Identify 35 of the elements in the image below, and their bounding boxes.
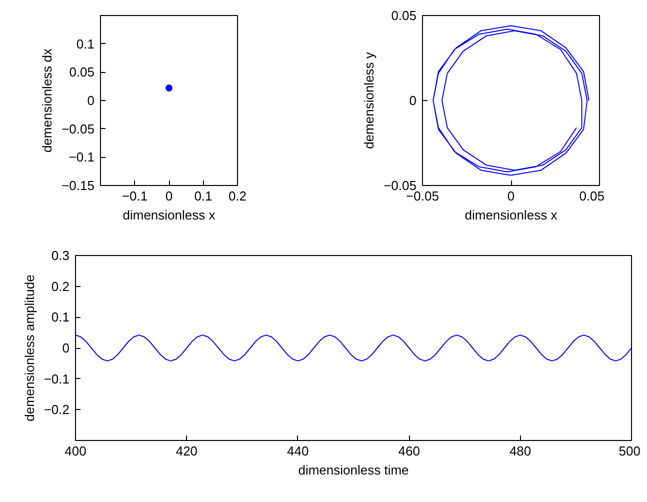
y-tick-label: 0.3 — [51, 248, 70, 263]
y-tick-label: 0 — [409, 93, 417, 108]
y-tick-label: 0.05 — [391, 8, 417, 23]
x-tick-label: 500 — [618, 444, 641, 458]
line-series — [76, 334, 632, 362]
y-tick-label: −0.15 — [62, 178, 95, 193]
y-tick-label: 0 — [87, 93, 95, 108]
y-tick-label: 0.1 — [51, 310, 70, 325]
x-tick-label: 0 — [165, 188, 173, 204]
line-series — [432, 25, 590, 176]
x-tick-label: 440 — [287, 444, 309, 458]
y-tick-label: 0.1 — [76, 36, 95, 52]
x-tick-label: 0.1 — [194, 188, 212, 204]
x-tick-label: 0.05 — [579, 188, 605, 204]
x-tick-label: 420 — [176, 444, 198, 458]
x-axis-title: dimensionless x — [122, 208, 216, 222]
y-tick-label: −0.1 — [68, 150, 95, 165]
y-tick-label: −0.2 — [44, 402, 70, 418]
y-tick-label: 0.05 — [69, 64, 95, 80]
x-axis-title: dimensionless time — [298, 462, 409, 478]
x-tick-label: 460 — [398, 444, 420, 458]
y-tick-label: −0.05 — [384, 178, 417, 193]
y-axis-title: demensionless y — [362, 52, 377, 149]
y-tick-label: 0 — [62, 340, 70, 356]
x-tick-label: 480 — [509, 444, 532, 458]
y-axis-title: demensionless amplitude — [22, 274, 37, 422]
y-tick-label: −0.05 — [62, 121, 95, 136]
x-axis-title: dimensionless x — [464, 208, 558, 222]
y-axis-title: demensionless dx — [40, 48, 55, 153]
x-tick-label: 0 — [507, 188, 515, 204]
y-tick-label: −0.1 — [44, 371, 70, 386]
x-tick-label: 400 — [64, 444, 86, 458]
x-tick-label: −0.1 — [122, 188, 148, 204]
y-tick-label: 0.2 — [51, 278, 70, 294]
x-tick-label: 0.2 — [228, 188, 247, 204]
